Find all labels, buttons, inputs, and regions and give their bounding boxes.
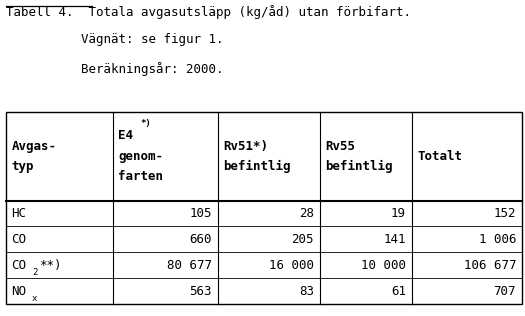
Text: 205: 205: [291, 233, 314, 246]
Text: 105: 105: [189, 207, 212, 220]
Text: 83: 83: [299, 285, 314, 298]
Text: NO: NO: [12, 285, 27, 298]
Text: 28: 28: [299, 207, 314, 220]
Text: Totalt: Totalt: [417, 150, 463, 163]
Text: 10 000: 10 000: [361, 259, 406, 272]
Text: CO: CO: [12, 259, 27, 272]
Text: x: x: [32, 294, 37, 302]
Text: E4: E4: [118, 129, 133, 143]
Text: **): **): [39, 259, 62, 272]
Text: *): *): [140, 119, 151, 128]
Text: 16 000: 16 000: [269, 259, 314, 272]
Text: Rv51*): Rv51*): [223, 140, 268, 153]
Text: befintlig: befintlig: [326, 160, 393, 173]
Text: typ: typ: [12, 160, 34, 173]
Text: Tabell 4.  Totala avgasutsläpp (kg/åd) utan förbifart.: Tabell 4. Totala avgasutsläpp (kg/åd) ut…: [6, 5, 411, 19]
Text: 660: 660: [189, 233, 212, 246]
Text: farten: farten: [118, 170, 163, 184]
Text: befintlig: befintlig: [223, 160, 291, 173]
Text: HC: HC: [12, 207, 27, 220]
Text: Beräkningsår: 2000.: Beräkningsår: 2000.: [81, 62, 224, 76]
Text: Vägnät: se figur 1.: Vägnät: se figur 1.: [81, 33, 224, 46]
Text: 707: 707: [494, 285, 516, 298]
Text: 2: 2: [32, 268, 37, 277]
Text: Rv55: Rv55: [326, 140, 355, 153]
Text: 1 006: 1 006: [479, 233, 516, 246]
Text: 61: 61: [391, 285, 406, 298]
Text: 80 677: 80 677: [166, 259, 212, 272]
Text: CO: CO: [12, 233, 27, 246]
Text: 563: 563: [189, 285, 212, 298]
Text: 19: 19: [391, 207, 406, 220]
Text: 141: 141: [383, 233, 406, 246]
Text: Avgas-: Avgas-: [12, 140, 57, 153]
Text: genom-: genom-: [118, 150, 163, 163]
Text: 106 677: 106 677: [464, 259, 516, 272]
Text: 152: 152: [494, 207, 516, 220]
